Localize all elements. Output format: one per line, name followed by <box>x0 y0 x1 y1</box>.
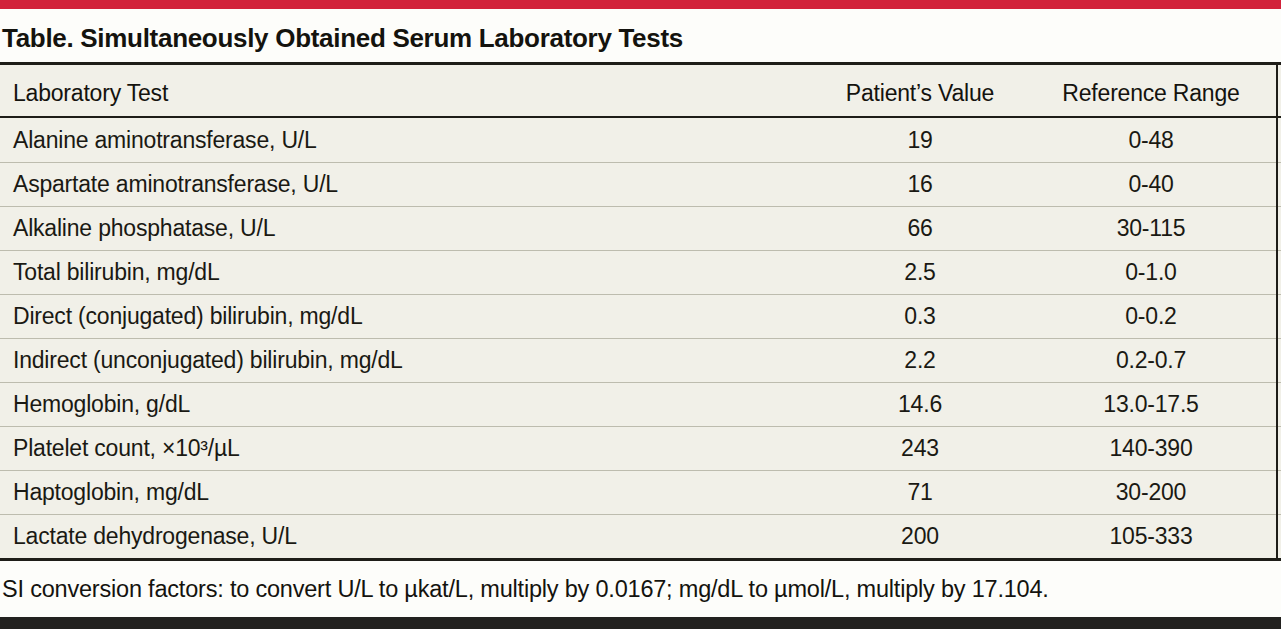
cell-test-name: Alanine aminotransferase, U/L <box>0 127 805 154</box>
table-row: Platelet count, ×10³/µL 243 140-390 <box>0 426 1281 470</box>
column-header-reference-range: Reference Range <box>1035 80 1281 107</box>
cell-patient-value: 19 <box>805 127 1035 154</box>
cell-test-name: Total bilirubin, mg/dL <box>0 259 805 286</box>
table-row: Lactate dehydrogenase, U/L 200 105-333 <box>0 514 1281 558</box>
top-accent-bar <box>0 0 1281 9</box>
cell-reference-range: 0-48 <box>1035 127 1281 154</box>
cell-test-name: Aspartate aminotransferase, U/L <box>0 171 805 198</box>
cell-patient-value: 71 <box>805 479 1035 506</box>
cell-patient-value: 66 <box>805 215 1035 242</box>
column-header-laboratory-test: Laboratory Test <box>0 80 805 107</box>
cell-reference-range: 140-390 <box>1035 435 1281 462</box>
cell-patient-value: 2.2 <box>805 347 1035 374</box>
cell-patient-value: 16 <box>805 171 1035 198</box>
cell-reference-range: 0.2-0.7 <box>1035 347 1281 374</box>
column-header-patients-value: Patient’s Value <box>805 80 1035 107</box>
cell-test-name: Indirect (unconjugated) bilirubin, mg/dL <box>0 347 805 374</box>
table-row: Alkaline phosphatase, U/L 66 30-115 <box>0 206 1281 250</box>
cell-reference-range: 0-1.0 <box>1035 259 1281 286</box>
table-title-band: Table. Simultaneously Obtained Serum Lab… <box>0 9 1281 62</box>
cell-reference-range: 30-115 <box>1035 215 1281 242</box>
si-conversion-footnote: SI conversion factors: to convert U/L to… <box>2 576 1049 603</box>
table-row: Aspartate aminotransferase, U/L 16 0-40 <box>0 162 1281 206</box>
table-row: Hemoglobin, g/dL 14.6 13.0-17.5 <box>0 382 1281 426</box>
cell-patient-value: 0.3 <box>805 303 1035 330</box>
cell-patient-value: 200 <box>805 523 1035 550</box>
cell-patient-value: 2.5 <box>805 259 1035 286</box>
table-title: Table. Simultaneously Obtained Serum Lab… <box>2 23 683 54</box>
cell-reference-range: 105-333 <box>1035 523 1281 550</box>
journal-table-page: Table. Simultaneously Obtained Serum Lab… <box>0 0 1281 629</box>
table-right-border <box>1276 65 1278 558</box>
table-row: Alanine aminotransferase, U/L 19 0-48 <box>0 118 1281 162</box>
cell-test-name: Hemoglobin, g/dL <box>0 391 805 418</box>
bottom-border-bar <box>0 617 1281 629</box>
table-row: Indirect (unconjugated) bilirubin, mg/dL… <box>0 338 1281 382</box>
cell-test-name: Alkaline phosphatase, U/L <box>0 215 805 242</box>
cell-test-name: Haptoglobin, mg/dL <box>0 479 805 506</box>
table-row: Total bilirubin, mg/dL 2.5 0-1.0 <box>0 250 1281 294</box>
cell-reference-range: 13.0-17.5 <box>1035 391 1281 418</box>
cell-test-name: Platelet count, ×10³/µL <box>0 435 805 462</box>
cell-reference-range: 0-0.2 <box>1035 303 1281 330</box>
table-row: Haptoglobin, mg/dL 71 30-200 <box>0 470 1281 514</box>
footnote-band: SI conversion factors: to convert U/L to… <box>0 561 1281 617</box>
table-header-row: Laboratory Test Patient’s Value Referenc… <box>0 65 1281 116</box>
cell-reference-range: 30-200 <box>1035 479 1281 506</box>
lab-results-table: Laboratory Test Patient’s Value Referenc… <box>0 65 1281 558</box>
table-row: Direct (conjugated) bilirubin, mg/dL 0.3… <box>0 294 1281 338</box>
cell-test-name: Direct (conjugated) bilirubin, mg/dL <box>0 303 805 330</box>
cell-test-name: Lactate dehydrogenase, U/L <box>0 523 805 550</box>
cell-patient-value: 14.6 <box>805 391 1035 418</box>
cell-reference-range: 0-40 <box>1035 171 1281 198</box>
table-body: Alanine aminotransferase, U/L 19 0-48 As… <box>0 118 1281 558</box>
cell-patient-value: 243 <box>805 435 1035 462</box>
